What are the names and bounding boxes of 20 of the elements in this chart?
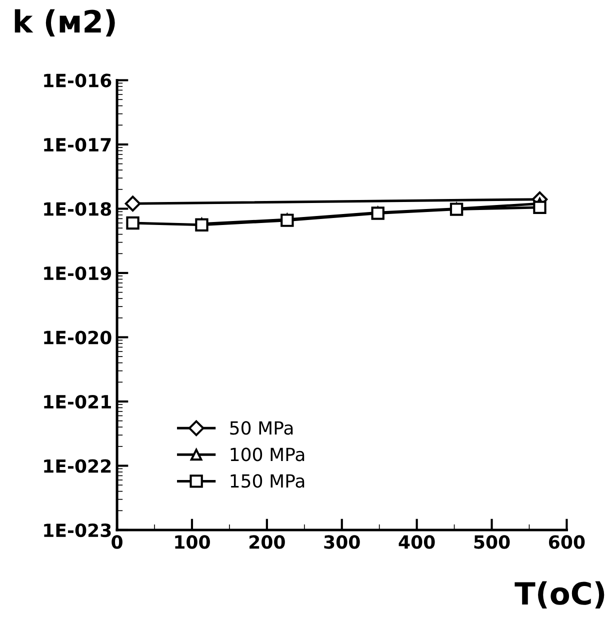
y-tick-label: 1E-022: [44, 459, 111, 473]
y-tick-label: 1E-016: [44, 74, 112, 88]
y-tick-label: 1E-019: [44, 266, 112, 280]
x-tick-label: 100: [175, 535, 210, 549]
y-tick-label: 1E-018: [44, 202, 112, 216]
x-tick-label: 0: [112, 535, 122, 549]
legend-label: 150 MPa: [230, 474, 304, 488]
x-tick-label: 400: [398, 535, 435, 549]
legend-label: 100 MPa: [230, 448, 304, 462]
y-tick-label: 1E-023: [44, 523, 111, 538]
x-tick-label: 600: [548, 535, 585, 549]
y-tick-label: 1E-017: [44, 138, 111, 152]
x-tick-label: 500: [474, 535, 510, 549]
x-axis-title: T(oC): [514, 581, 604, 609]
y-tick-label: 1E-021: [44, 394, 111, 409]
y-axis-title: k (м2): [14, 9, 115, 36]
x-tick-label: 300: [324, 535, 360, 549]
legend-label: 50 MPa: [230, 421, 293, 435]
x-tick-label: 200: [250, 535, 285, 549]
y-tick-label: 1E-020: [44, 330, 112, 344]
